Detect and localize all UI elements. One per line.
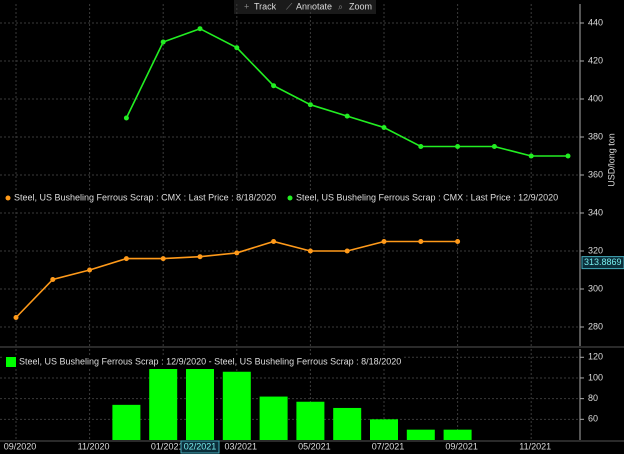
- x-tick-label: 07/2021: [372, 441, 405, 451]
- toolbar-icon: ⌕: [338, 1, 343, 11]
- legend-bg: [2, 355, 404, 369]
- legend-marker: [6, 357, 16, 367]
- point: [418, 239, 424, 244]
- bar: [443, 429, 472, 440]
- legend-label: Steel, US Busheling Ferrous Scrap : CMX …: [14, 192, 276, 202]
- bar: [406, 429, 435, 440]
- point: [160, 256, 166, 262]
- point: [87, 267, 93, 273]
- y-tick-label: 280: [588, 321, 603, 331]
- x-tick-label: 05/2021: [298, 441, 331, 451]
- point: [123, 256, 129, 262]
- bar: [186, 365, 214, 440]
- point: [234, 45, 240, 51]
- y-tick-label: 100: [588, 372, 603, 382]
- y-tick-label: 120: [588, 352, 603, 362]
- y-tick-label: 400: [588, 93, 603, 103]
- y-tick-label: 320: [588, 245, 603, 255]
- crosshair-label-bg: [180, 440, 220, 454]
- bar: [222, 371, 251, 440]
- y-tick-label: 300: [588, 283, 603, 293]
- y-tick-label: 440: [588, 17, 603, 27]
- toolbar-icon: +: [244, 1, 249, 11]
- point: [307, 102, 313, 108]
- y-axis-label: USD/long ton: [606, 133, 616, 187]
- x-tick-label: 01/2021: [151, 441, 184, 451]
- point: [491, 144, 497, 149]
- last-value-tag: [581, 256, 624, 270]
- x-tick-label: 11/2020: [78, 441, 110, 451]
- x-tick-label: 09/2020: [4, 441, 37, 451]
- point: [50, 277, 56, 282]
- toolbar-bg: [234, 0, 376, 14]
- point: [234, 250, 240, 256]
- bar: [112, 404, 141, 440]
- legend-marker: [287, 195, 293, 201]
- x-tick-label: 11/2021: [519, 441, 551, 451]
- bar: [259, 396, 288, 440]
- bar: [296, 401, 325, 440]
- toolbar-icon: ⟋: [286, 1, 293, 11]
- point: [160, 39, 166, 45]
- point: [381, 239, 387, 244]
- legend-marker: [5, 195, 11, 201]
- y-tick-label: 380: [588, 131, 603, 141]
- bar: [333, 407, 362, 440]
- bar: [149, 367, 178, 440]
- y-tick-label: 360: [588, 169, 603, 179]
- x-tick-label: 03/2021: [225, 441, 258, 451]
- point: [123, 115, 129, 121]
- point: [528, 153, 534, 159]
- point: [271, 239, 277, 244]
- point: [197, 26, 203, 32]
- point: [344, 113, 350, 119]
- legend-bg: [2, 190, 564, 206]
- y-tick-label: 420: [588, 55, 603, 65]
- toolbar-button[interactable]: Zoom: [349, 1, 372, 11]
- point: [13, 315, 19, 320]
- point: [565, 153, 571, 159]
- last-value-label: 313.8869: [584, 257, 622, 267]
- point: [455, 144, 461, 149]
- bar: [370, 419, 398, 440]
- point: [197, 254, 203, 260]
- point: [271, 83, 277, 89]
- crosshair-label: 02/2021: [184, 441, 217, 451]
- y-tick-label: 80: [588, 393, 598, 403]
- point: [418, 144, 424, 149]
- legend-label: Steel, US Busheling Ferrous Scrap : CMX …: [296, 192, 558, 202]
- x-tick-label: 09/2021: [445, 441, 478, 451]
- legend-label: Steel, US Busheling Ferrous Scrap : 12/9…: [19, 356, 401, 366]
- y-tick-label: 60: [588, 414, 598, 424]
- toolbar-button[interactable]: Track: [254, 1, 277, 11]
- point: [344, 248, 350, 254]
- point: [381, 125, 387, 130]
- toolbar-button[interactable]: Annotate: [296, 1, 332, 11]
- point: [455, 239, 461, 244]
- toolbar: + Track ⟋ Annotate ⌕ Zoom: [234, 0, 376, 14]
- y-tick-label: 340: [588, 207, 603, 217]
- point: [307, 248, 313, 254]
